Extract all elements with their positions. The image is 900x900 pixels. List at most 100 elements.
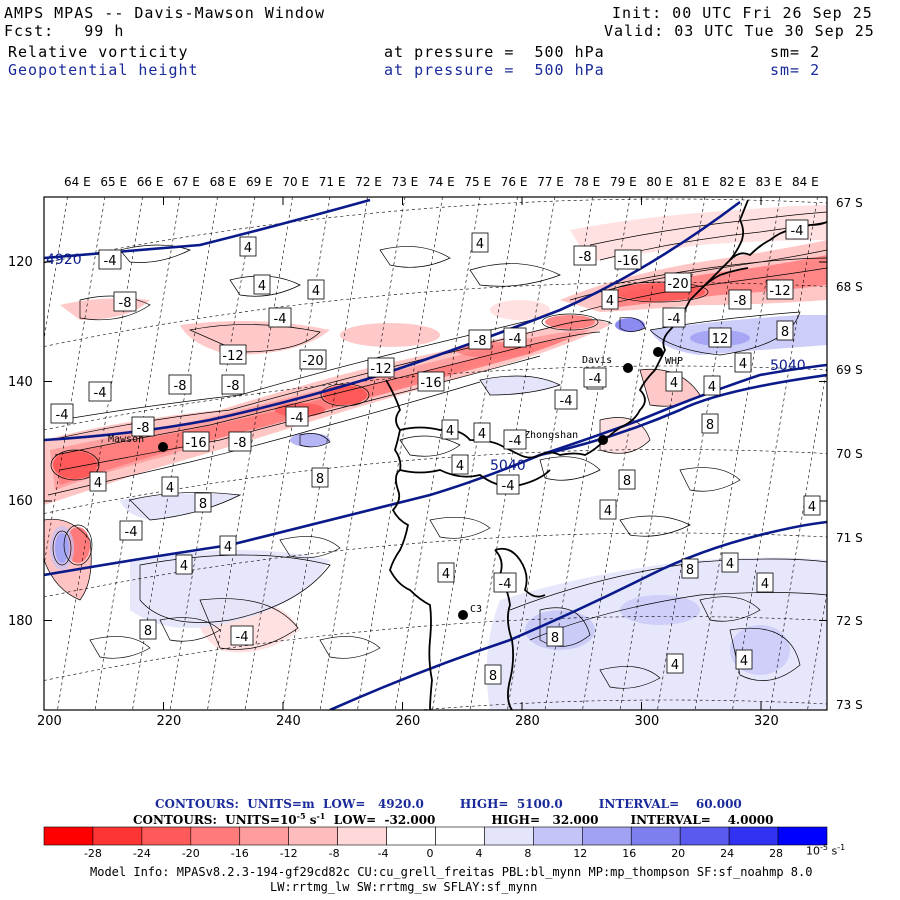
- x-axis-label: 200: [37, 714, 62, 729]
- svg-text:4: 4: [726, 557, 734, 572]
- svg-text:-4: -4: [236, 630, 249, 645]
- svg-text:8: 8: [551, 631, 559, 646]
- vorticity-value-label: -12: [367, 357, 395, 378]
- colorbar-label: -28: [83, 847, 102, 860]
- height-label: 5040: [770, 358, 806, 374]
- colorbar-label: 20: [671, 847, 686, 860]
- meridian-line: [0, 197, 30, 710]
- station-zhongshan-marker: [598, 435, 608, 445]
- colorbar-swatch: [435, 826, 485, 846]
- y-axis-label: 120: [8, 255, 33, 270]
- lat-label: 73 S: [836, 698, 863, 712]
- colorbar-label: -20: [181, 847, 200, 860]
- vorticity-value-label: -16: [417, 371, 445, 392]
- colorbar-swatch: [679, 826, 730, 846]
- colorbar-swatch: [190, 826, 241, 846]
- svg-text:4: 4: [808, 500, 816, 515]
- colorbar-label: -8: [328, 847, 340, 860]
- lon-label: 73 E: [391, 175, 419, 189]
- lon-label: 77 E: [537, 175, 564, 189]
- vorticity-value-label: -8: [168, 374, 192, 395]
- meridian-line: [282, 197, 368, 710]
- forecast-hour: Fcst: 99 h: [4, 22, 125, 40]
- lon-label: 64 E: [64, 175, 91, 189]
- vorticity-value-label: -20: [299, 349, 327, 370]
- vorticity-value-label: 8: [139, 619, 157, 640]
- parallel-line: [44, 198, 827, 264]
- svg-text:4: 4: [739, 357, 747, 372]
- svg-text:4: 4: [604, 504, 612, 519]
- colorbar-swatch: [484, 826, 534, 846]
- colorbar-label: 8: [524, 847, 532, 860]
- y-axis-label: 180: [8, 613, 33, 629]
- lon-label: 75 E: [464, 175, 492, 189]
- station-label-c3: C3: [470, 604, 482, 615]
- y-axis-label: 160: [8, 494, 33, 509]
- svg-text:-8: -8: [234, 436, 247, 451]
- meridian-line: [432, 197, 518, 710]
- valid-time: Valid: 03 UTC Tue 30 Sep 25: [604, 22, 875, 40]
- parallel-line: [44, 616, 827, 681]
- lat-label: 69 S: [836, 363, 863, 378]
- map-title: AMPS MPAS -- Davis-Mawson Window: [4, 4, 325, 22]
- svg-text:-4: -4: [589, 372, 602, 387]
- svg-text:4: 4: [446, 424, 454, 439]
- svg-text:-4: -4: [509, 434, 522, 449]
- vorticity-value-label: -4: [503, 327, 527, 348]
- vorticity-value-label: -4: [230, 625, 254, 646]
- colorbar-label: 12: [573, 847, 588, 860]
- vorticity-value-label: -12: [219, 344, 247, 365]
- svg-text:-8: -8: [474, 334, 487, 349]
- svg-text:4: 4: [312, 284, 320, 299]
- vorticity-value-label: 4: [437, 562, 455, 583]
- vorticity-value-label: -4: [493, 572, 517, 593]
- vorticity-value-label: 8: [681, 558, 699, 579]
- vorticity-value-label: -8: [228, 431, 252, 452]
- meridian-line: [732, 197, 818, 710]
- vorticity-value-label: -4: [119, 520, 143, 541]
- colorbar-swatch: [288, 826, 338, 846]
- vorticity-value-label: -20: [664, 272, 692, 293]
- svg-text:-4: -4: [499, 577, 512, 592]
- svg-text:-4: -4: [94, 386, 107, 401]
- svg-text:-8: -8: [227, 379, 240, 394]
- svg-text:8: 8: [781, 325, 789, 340]
- colorbar-swatch: [630, 826, 681, 846]
- contour-info-height: CONTOURS: UNITS=m LOW= 4920.0 HIGH= 5100.…: [155, 797, 742, 811]
- vorticity-value-label: 4: [219, 535, 237, 556]
- vorticity-value-label: 8: [546, 626, 564, 647]
- vorticity-value-label: 4: [161, 476, 179, 497]
- height-labels: 4920 5040 5040: [46, 252, 806, 474]
- station-c3-marker: [458, 610, 468, 620]
- station-label-davis: Davis: [582, 355, 612, 366]
- lat-label: 72 S: [836, 614, 863, 629]
- svg-text:-4: -4: [668, 312, 681, 327]
- svg-text:4: 4: [761, 577, 769, 592]
- colorbar-label: 0: [426, 847, 434, 860]
- station-label-mawson: Mawson: [108, 434, 144, 445]
- svg-text:-8: -8: [174, 379, 187, 394]
- vorticity-value-label: -4: [88, 381, 112, 402]
- vorticity-value-label: -4: [503, 429, 527, 450]
- vorticity-value-label: -8: [573, 245, 597, 266]
- vorticity-value-label: 4: [756, 572, 774, 593]
- x-axis-label: 280: [515, 714, 540, 729]
- x-axis-label: 300: [634, 714, 660, 729]
- svg-text:-4: -4: [791, 224, 804, 239]
- vorticity-value-label: -4: [496, 474, 520, 495]
- model-info-line1: Model Info: MPASv8.2.3-194-gf29cd82c CU:…: [90, 865, 813, 879]
- lon-label: 66 E: [136, 175, 164, 189]
- vorticity-value-label: -4: [268, 307, 292, 328]
- lon-label: 69 E: [246, 175, 273, 189]
- svg-text:4: 4: [670, 376, 678, 391]
- svg-text:8: 8: [316, 472, 324, 487]
- model-info-line2: LW:rrtmg_lw SW:rrtmg_sw SFLAY:sf_mynn: [270, 880, 538, 894]
- svg-text:8: 8: [706, 418, 714, 433]
- meridian-line: [394, 197, 481, 710]
- field2-level: at pressure = 500 hPa: [384, 61, 605, 79]
- station-mawson-marker: [158, 442, 168, 452]
- contour-info-vorticity: CONTOURS: UNITS=10-5 s-1 LOW= -32.000 HIG…: [133, 811, 774, 827]
- station-label-zhongshan: Zhongshan: [524, 430, 578, 441]
- colorbar: [43, 826, 828, 846]
